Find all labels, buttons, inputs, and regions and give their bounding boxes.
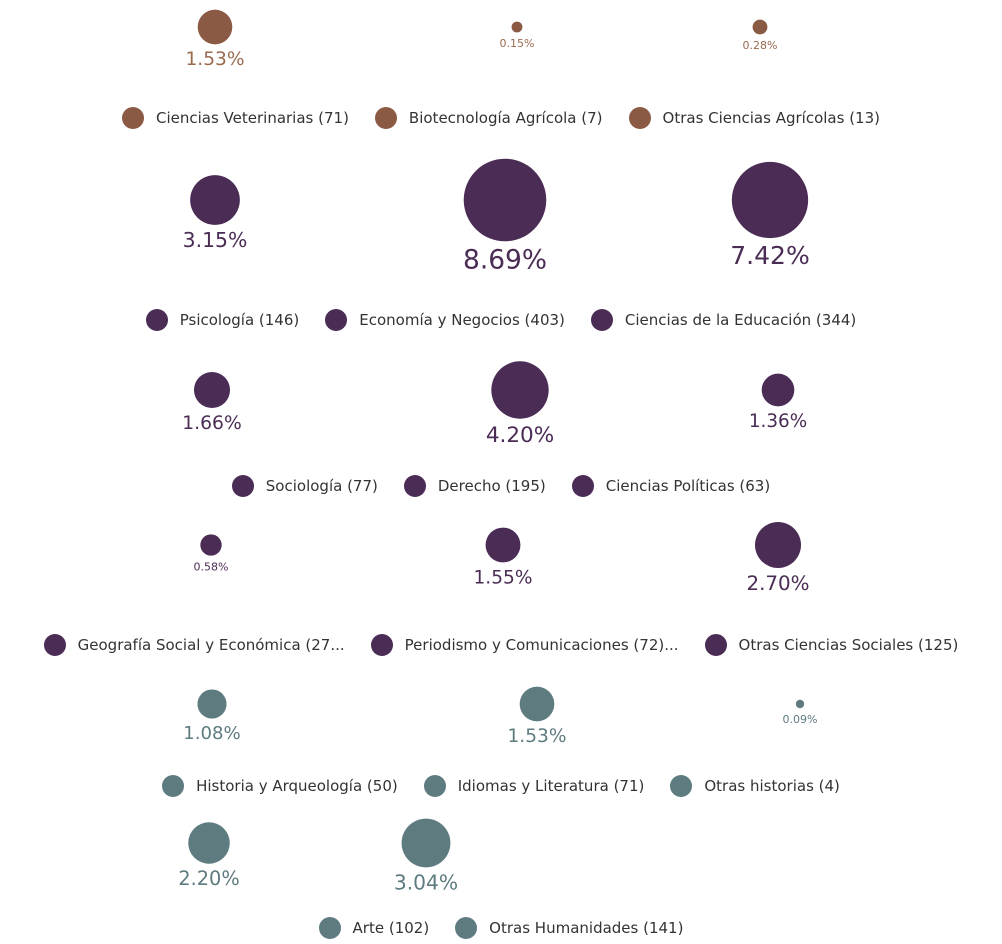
bubble-label: 2.20% bbox=[178, 867, 239, 890]
bubble bbox=[754, 521, 802, 569]
bubble-label: 0.09% bbox=[783, 713, 818, 726]
legend-dot bbox=[318, 917, 341, 939]
legend-dot bbox=[145, 309, 168, 331]
bubble bbox=[795, 699, 805, 709]
bubble bbox=[193, 371, 231, 409]
bubble-label: 8.69% bbox=[463, 244, 547, 275]
legend-dot bbox=[455, 917, 478, 939]
bubble bbox=[190, 175, 240, 225]
bubble bbox=[511, 21, 523, 33]
legend-item[interactable]: Biotecnología Agrícola (7) bbox=[374, 107, 603, 129]
bubble-label: 3.04% bbox=[394, 871, 458, 895]
legend: Psicología (146) Economía y Negocios (403… bbox=[0, 309, 1002, 331]
legend-label: Ciencias de la Educación (344) bbox=[624, 311, 857, 329]
bubble-label: 7.42% bbox=[730, 241, 810, 270]
legend-label: Arte (102) bbox=[352, 919, 430, 937]
legend-label: Periodismo y Comunicaciones (72)... bbox=[404, 636, 679, 654]
legend-item[interactable]: Sociología (77) bbox=[231, 475, 378, 497]
bubble bbox=[752, 19, 768, 35]
legend: Ciencias Veterinarias (71) Biotecnología … bbox=[0, 107, 1002, 129]
legend-item[interactable]: Geografía Social y Económica (27... bbox=[43, 634, 345, 656]
bubble-label: 2.70% bbox=[746, 572, 809, 595]
bubble-label: 1.08% bbox=[183, 723, 240, 744]
legend-label: Idiomas y Literatura (71) bbox=[457, 777, 645, 795]
bubble-label: 3.15% bbox=[183, 228, 248, 252]
bubble-label: 4.20% bbox=[486, 423, 554, 448]
legend-label: Otras Ciencias Sociales (125) bbox=[738, 636, 959, 654]
legend-label: Psicología (146) bbox=[179, 311, 300, 329]
legend-dot bbox=[704, 634, 727, 656]
legend-label: Otras historias (4) bbox=[704, 777, 840, 795]
legend-dot bbox=[423, 775, 446, 797]
legend-item[interactable]: Ciencias Políticas (63) bbox=[571, 475, 771, 497]
bubble-label: 0.15% bbox=[500, 37, 535, 50]
legend-label: Sociología (77) bbox=[265, 477, 378, 495]
legend-label: Derecho (195) bbox=[437, 477, 546, 495]
bubble bbox=[401, 818, 451, 868]
bubble bbox=[731, 161, 809, 239]
bubble-label: 1.53% bbox=[185, 49, 244, 70]
legend-dot bbox=[571, 475, 594, 497]
bubble bbox=[197, 689, 227, 719]
bubble bbox=[519, 686, 555, 722]
legend-label: Geografía Social y Económica (27... bbox=[77, 636, 345, 654]
legend-label: Ciencias Políticas (63) bbox=[605, 477, 771, 495]
legend-dot bbox=[43, 634, 66, 656]
legend-item[interactable]: Arte (102) bbox=[318, 917, 430, 939]
legend-item[interactable]: Otras historias (4) bbox=[670, 775, 840, 797]
bubble bbox=[200, 534, 222, 556]
bubble-label: 1.66% bbox=[182, 413, 241, 434]
bubble bbox=[463, 158, 547, 242]
legend-item[interactable]: Economía y Negocios (403) bbox=[325, 309, 565, 331]
legend-dot bbox=[670, 775, 693, 797]
legend-item[interactable]: Otras Ciencias Agrícolas (13) bbox=[628, 107, 880, 129]
legend-item[interactable]: Otras Ciencias Sociales (125) bbox=[704, 634, 959, 656]
legend-item[interactable]: Periodismo y Comunicaciones (72)... bbox=[370, 634, 679, 656]
legend-label: Ciencias Veterinarias (71) bbox=[155, 109, 349, 127]
bubble-label: 1.55% bbox=[473, 567, 532, 588]
legend-dot bbox=[325, 309, 348, 331]
legend-item[interactable]: Otras Humanidades (141) bbox=[455, 917, 683, 939]
bubble bbox=[197, 9, 233, 45]
bubble-label: 0.28% bbox=[743, 39, 778, 52]
legend: Historia y Arqueología (50) Idiomas y Lit… bbox=[0, 775, 1002, 797]
legend-item[interactable]: Ciencias de la Educación (344) bbox=[590, 309, 857, 331]
legend-dot bbox=[121, 107, 144, 129]
bubble bbox=[188, 822, 230, 864]
bubble-label: 1.36% bbox=[749, 411, 807, 432]
legend-label: Biotecnología Agrícola (7) bbox=[408, 109, 603, 127]
legend-label: Otras Humanidades (141) bbox=[489, 919, 684, 937]
legend-dot bbox=[374, 107, 397, 129]
bubble bbox=[491, 361, 549, 419]
legend-dot bbox=[231, 475, 254, 497]
bubble-label: 0.58% bbox=[194, 560, 229, 573]
legend-item[interactable]: Historia y Arqueología (50) bbox=[162, 775, 398, 797]
legend-item[interactable]: Psicología (146) bbox=[145, 309, 300, 331]
legend-dot bbox=[370, 634, 393, 656]
legend-dot bbox=[628, 107, 651, 129]
legend-item[interactable]: Idiomas y Literatura (71) bbox=[423, 775, 645, 797]
legend-item[interactable]: Derecho (195) bbox=[403, 475, 546, 497]
legend-label: Otras Ciencias Agrícolas (13) bbox=[662, 109, 880, 127]
bubble bbox=[485, 527, 521, 563]
legend-label: Economía y Negocios (403) bbox=[359, 311, 565, 329]
legend-label: Historia y Arqueología (50) bbox=[196, 777, 398, 795]
bubble bbox=[761, 373, 795, 407]
legend: Geografía Social y Económica (27... Perio… bbox=[0, 634, 1002, 656]
legend-dot bbox=[590, 309, 613, 331]
legend-dot bbox=[162, 775, 185, 797]
legend-dot bbox=[403, 475, 426, 497]
legend: Arte (102) Otras Humanidades (141) bbox=[0, 917, 1002, 939]
bubble-label: 1.53% bbox=[507, 726, 566, 747]
legend: Sociología (77) Derecho (195) Ciencias Pol… bbox=[0, 475, 1002, 497]
legend-item[interactable]: Ciencias Veterinarias (71) bbox=[121, 107, 349, 129]
